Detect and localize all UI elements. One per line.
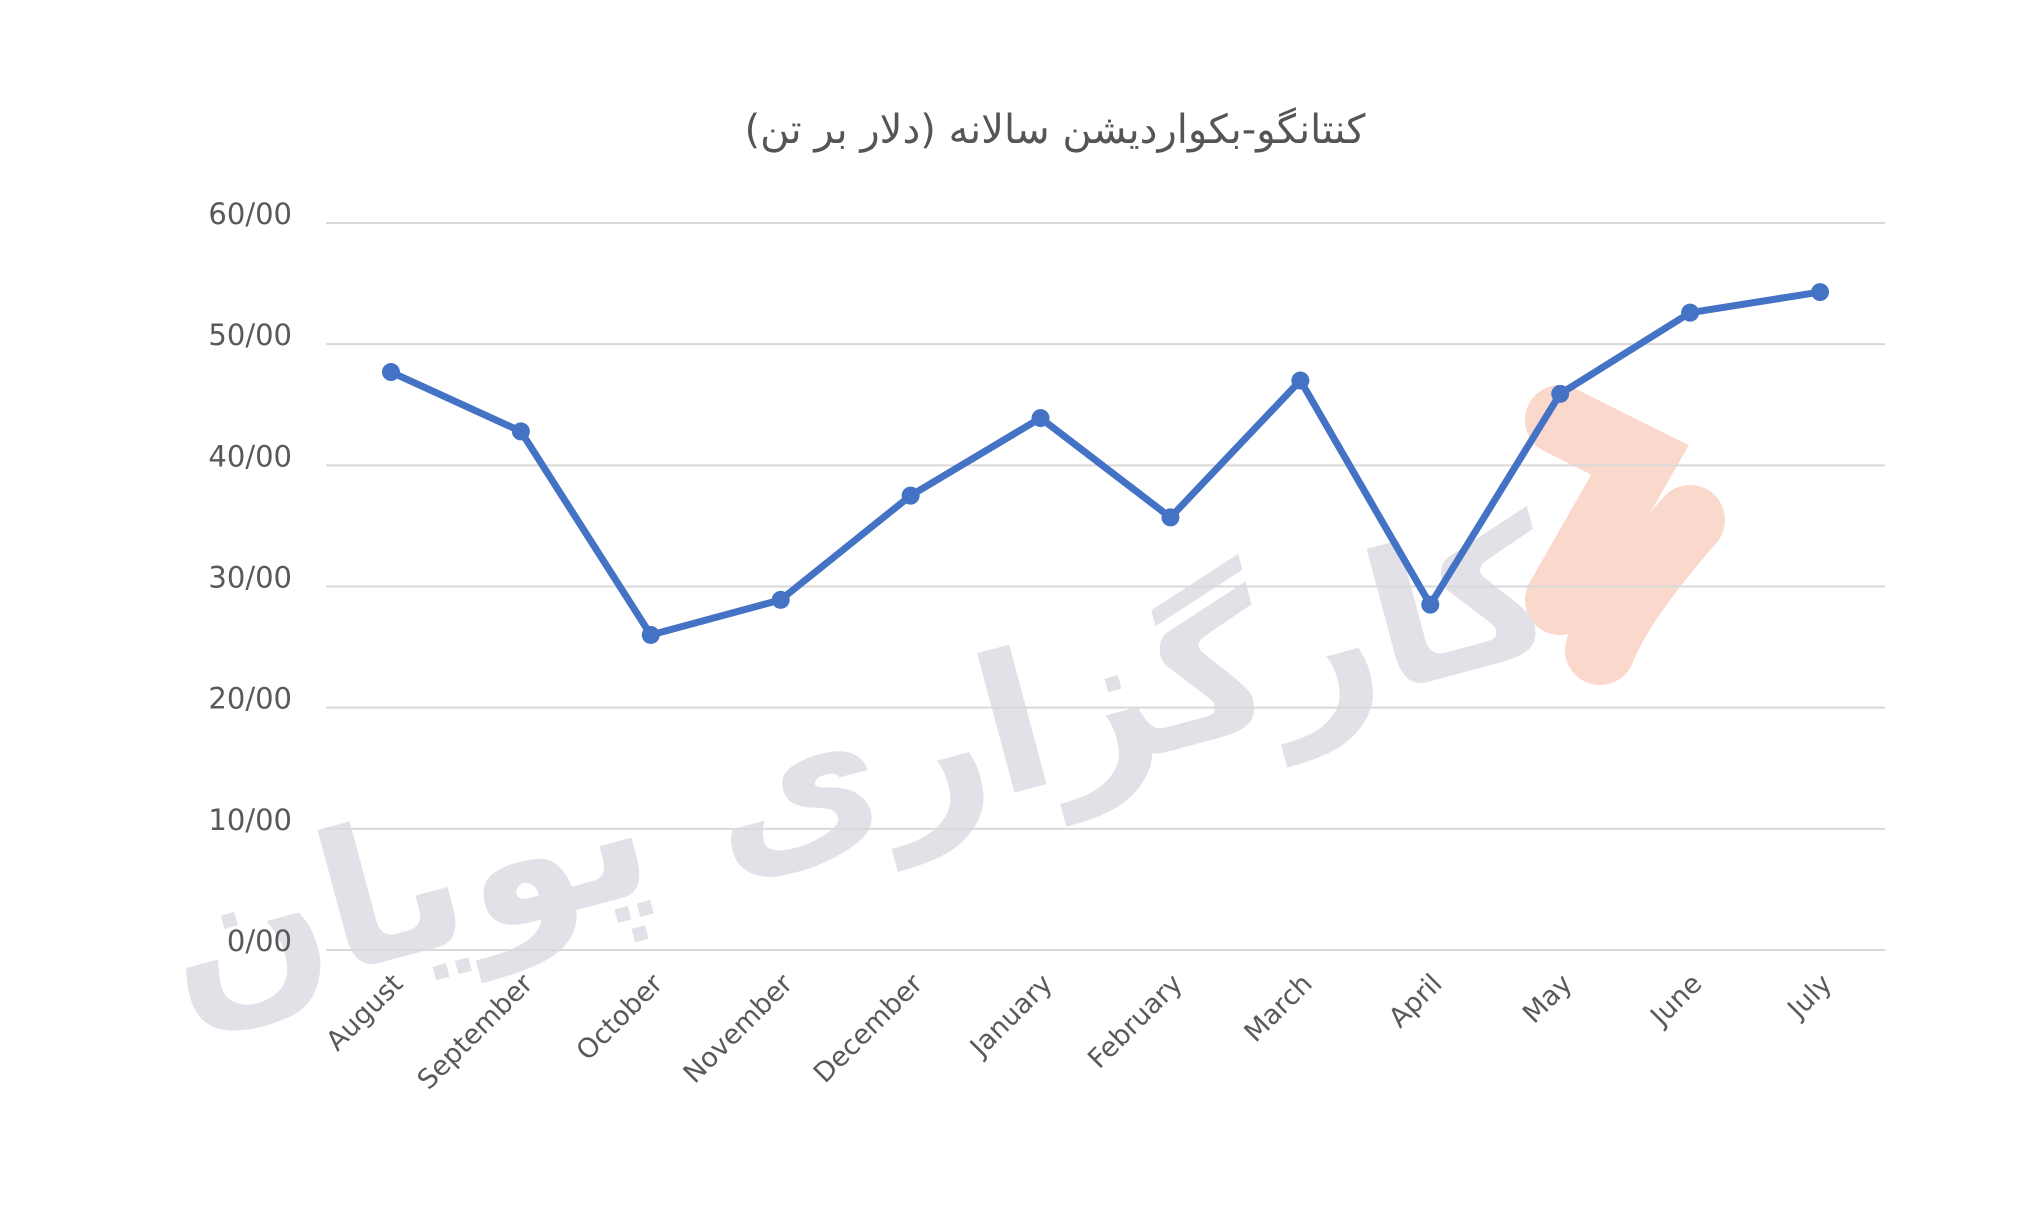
point (641, 625, 660, 644)
point (1551, 384, 1570, 403)
point (901, 486, 920, 505)
point (771, 590, 790, 609)
y-tick-label: 20/00 (208, 682, 292, 716)
y-tick-label: 60/00 (208, 197, 292, 231)
point (1421, 595, 1440, 614)
y-tick-label: 0/00 (227, 924, 292, 958)
watermark-logo (1525, 385, 1725, 685)
point (1291, 371, 1310, 390)
series-line (389, 288, 1821, 639)
y-tick-label: 40/00 (208, 439, 292, 473)
y-tick-label: 10/00 (208, 803, 292, 837)
point (381, 363, 400, 382)
y-tick-label: 50/00 (208, 318, 292, 352)
point (1031, 409, 1050, 428)
point (1681, 303, 1700, 322)
point (1161, 508, 1180, 527)
y-tick-label: 30/00 (208, 561, 292, 595)
chart-title: کنتانگو-بکواردیشن سالانه (دلار بر تن) (745, 107, 1367, 153)
point (511, 422, 530, 441)
point (1811, 283, 1830, 302)
